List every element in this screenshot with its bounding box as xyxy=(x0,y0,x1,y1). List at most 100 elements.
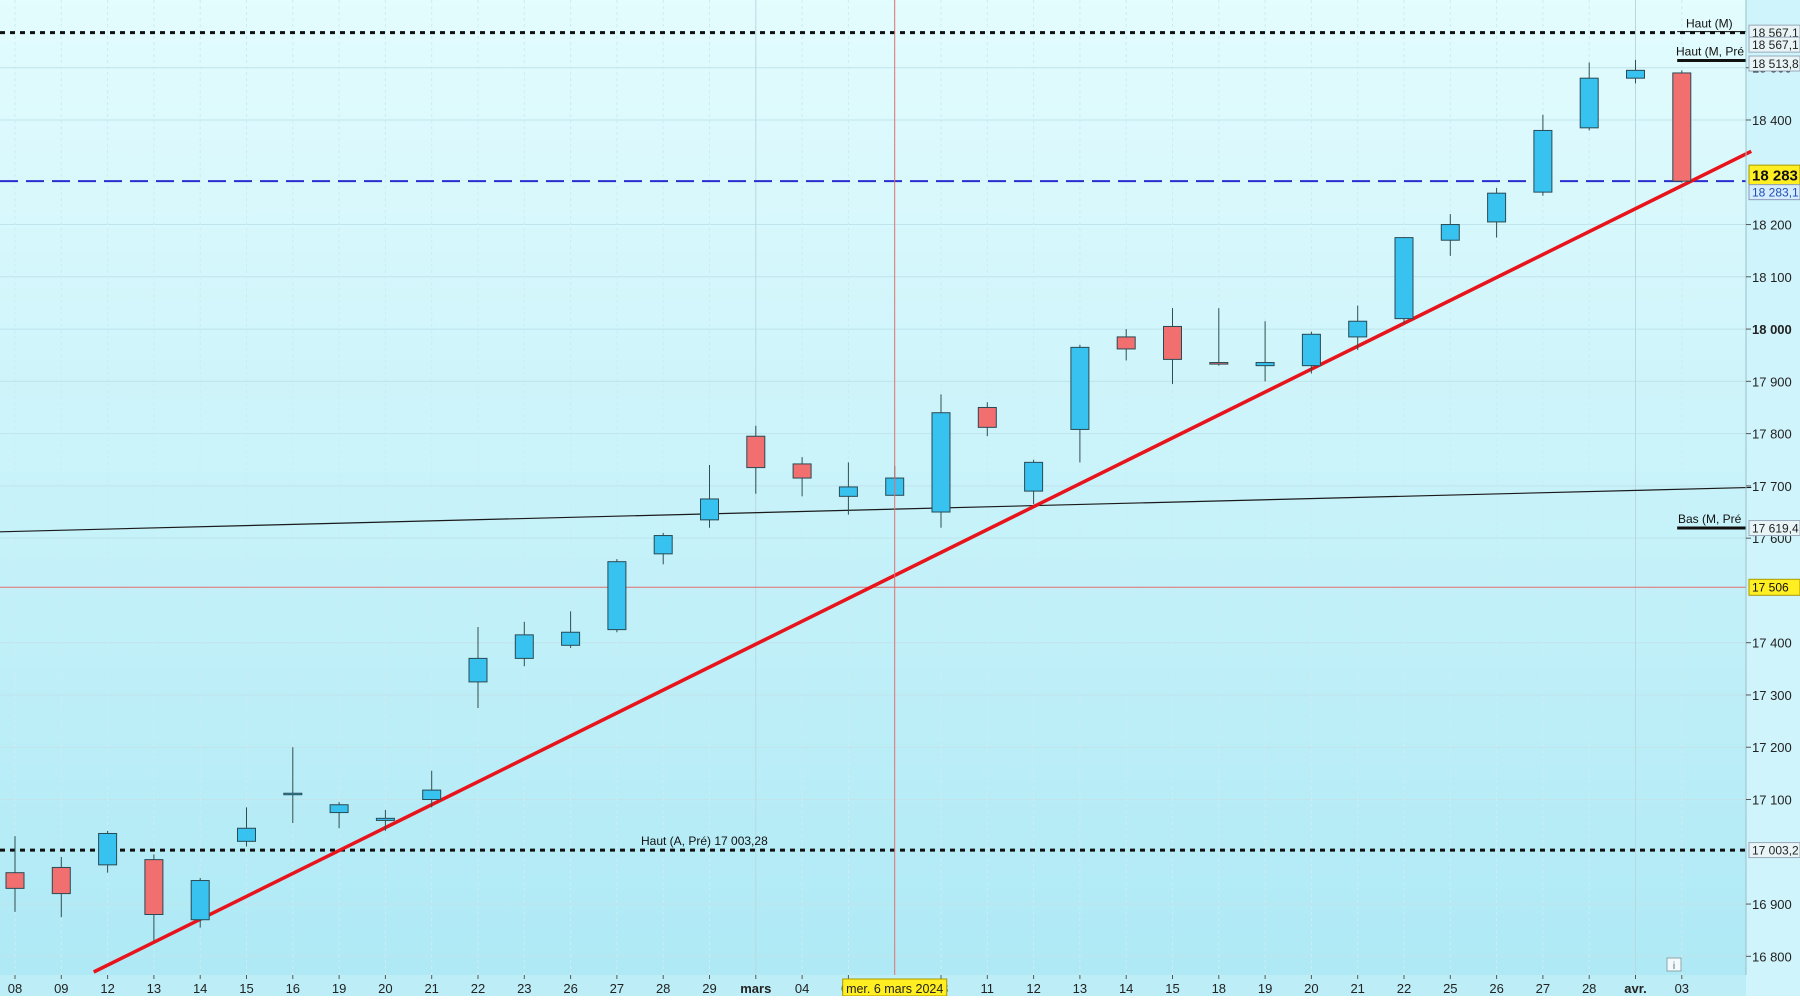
candle-body-up xyxy=(329,804,349,814)
candle-25 xyxy=(1163,308,1182,384)
haut-a-pre-axis-label: 17 003,2 xyxy=(1752,843,1799,857)
candle-30 xyxy=(1394,237,1414,324)
candle-3 xyxy=(144,854,164,941)
x-tick-label: 28 xyxy=(1582,981,1596,996)
candle-33 xyxy=(1533,114,1553,196)
candle-body-up xyxy=(1579,77,1599,129)
candle-29 xyxy=(1348,305,1368,350)
y-tick-label: 17 700 xyxy=(1752,479,1792,494)
y-tick-label: 17 200 xyxy=(1752,740,1792,755)
haut-m-axis-label-2: 18 567,1 xyxy=(1752,38,1799,52)
x-tick-label: 29 xyxy=(702,981,716,996)
candle-body-up xyxy=(375,817,395,821)
x-tick-label: 19 xyxy=(1258,981,1272,996)
candle-body-up xyxy=(700,498,719,521)
last-price-axis-label: 18 283 xyxy=(1752,168,1798,185)
x-tick-label: 26 xyxy=(1489,981,1503,996)
candle-1 xyxy=(51,857,71,918)
candle-24 xyxy=(1116,329,1136,361)
haut-a-pre-axis-label-box xyxy=(1748,842,1800,859)
candle-body-down xyxy=(144,859,164,916)
candles xyxy=(5,59,1692,941)
x-tick-label: 12 xyxy=(1026,981,1040,996)
x-tick-label: 11 xyxy=(981,981,995,996)
haut-m-pre-axis-label: 18 513,8 xyxy=(1752,57,1799,71)
candle-21 xyxy=(977,402,997,437)
candle-32 xyxy=(1487,187,1507,238)
haut-m-pre-axis-label-box xyxy=(1748,55,1800,72)
candle-body-down xyxy=(1163,325,1182,360)
x-tick-label: 20 xyxy=(1304,981,1318,996)
candle-body-up xyxy=(98,832,118,866)
candle-12 xyxy=(561,611,581,648)
candle-body-up xyxy=(1255,362,1275,367)
x-tick-label: 26 xyxy=(563,981,577,996)
candle-body-up xyxy=(1348,320,1368,338)
candle-18 xyxy=(838,462,858,515)
candle-27 xyxy=(1255,321,1275,382)
candle-10 xyxy=(468,627,488,709)
last-price-sub-label: 18 283,1 xyxy=(1752,185,1799,199)
x-tick-label: 20 xyxy=(378,981,392,996)
candle-14 xyxy=(653,532,673,565)
candle-36 xyxy=(1672,70,1692,183)
x-tick-label: 15 xyxy=(239,981,253,996)
y-tick-label: 18 200 xyxy=(1752,218,1792,233)
candle-body-up xyxy=(514,634,534,659)
candle-9 xyxy=(422,770,442,808)
x-tick-label: 04 xyxy=(795,981,809,996)
bas-m-pre-axis-label-box xyxy=(1748,520,1800,537)
x-axis: 08091213141516192021222326272829mars0405… xyxy=(8,975,1689,997)
x-tick-label: 23 xyxy=(517,981,531,996)
candle-5 xyxy=(237,807,256,847)
haut-m-axis-label-2-box xyxy=(1748,36,1800,53)
channel-line xyxy=(0,486,1752,533)
cursor-price-axis-label: 17 506 xyxy=(1752,581,1789,595)
y-tick-label: 17 100 xyxy=(1752,793,1792,808)
candle-body-up xyxy=(607,561,627,631)
y-tick-label: 16 800 xyxy=(1752,949,1792,964)
x-tick-label: 27 xyxy=(610,981,624,996)
x-tick-label: 13 xyxy=(1073,981,1087,996)
candle-20 xyxy=(931,394,951,528)
y-tick-label: 17 900 xyxy=(1752,374,1792,389)
candle-15 xyxy=(700,464,719,528)
y-tick-label: 17 800 xyxy=(1752,427,1792,442)
y-tick-label: 17 400 xyxy=(1752,636,1792,651)
haut-a-pre-label: Haut (A, Pré) 17 003,28 xyxy=(641,834,768,848)
candle-body-down xyxy=(977,406,997,428)
x-tick-label: 22 xyxy=(471,981,485,996)
candle-body-up xyxy=(1440,224,1460,241)
candle-35 xyxy=(1626,59,1645,84)
candle-body-up xyxy=(1487,192,1507,223)
candle-body-up xyxy=(838,486,858,497)
x-tick-label: 13 xyxy=(147,981,161,996)
candle-11 xyxy=(514,621,534,667)
candle-body-up xyxy=(468,657,488,683)
x-tick-label: 21 xyxy=(1350,981,1364,996)
candle-body-up xyxy=(1070,346,1090,430)
candle-7 xyxy=(329,802,349,829)
info-button[interactable]: i xyxy=(1666,957,1682,972)
candle-body-up xyxy=(931,412,951,513)
x-tick-label: 15 xyxy=(1165,981,1179,996)
candle-28 xyxy=(1301,331,1321,374)
last-price-sub-label-box xyxy=(1748,184,1800,201)
candle-body-down xyxy=(1672,72,1692,182)
x-tick-label: 14 xyxy=(1119,981,1133,996)
y-tick-label: 16 900 xyxy=(1752,897,1792,912)
y-tick-label: 17 300 xyxy=(1752,688,1792,703)
candle-body-up xyxy=(190,880,210,921)
haut-m-label: Haut (M) xyxy=(1686,17,1733,31)
candle-body-up xyxy=(561,631,581,646)
y-tick-label: 18 400 xyxy=(1752,113,1792,128)
candle-body-down xyxy=(1116,336,1136,350)
candle-23 xyxy=(1070,344,1090,463)
candle-body-up xyxy=(1024,461,1044,492)
candle-8 xyxy=(375,809,395,831)
candle-body-up xyxy=(1394,237,1414,320)
